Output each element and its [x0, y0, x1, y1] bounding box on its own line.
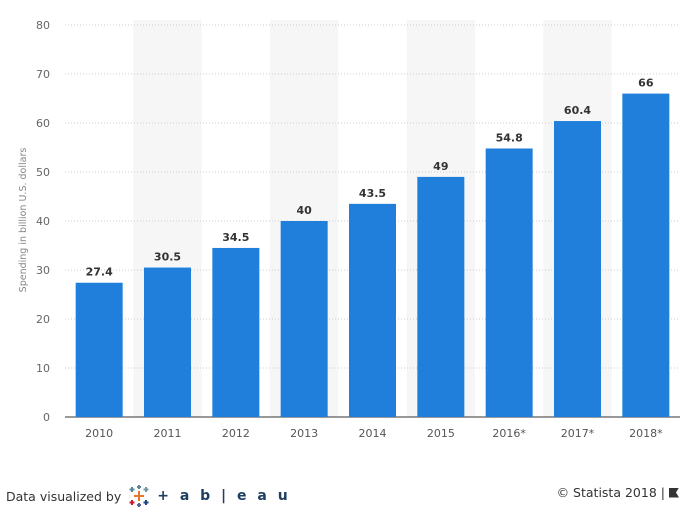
y-tick-label: 20 — [36, 313, 50, 326]
x-tick-label: 2017* — [561, 427, 595, 440]
data-label: 43.5 — [359, 187, 386, 200]
data-label: 34.5 — [222, 231, 249, 244]
bar-2014[interactable] — [349, 203, 396, 417]
statista-credit[interactable]: © Statista 2018 | — [557, 485, 679, 500]
copyright-text: © Statista 2018 — [556, 485, 657, 500]
bar-2013[interactable] — [280, 221, 328, 417]
y-tick-label: 80 — [36, 19, 50, 32]
data-label: 66 — [638, 77, 654, 90]
data-label: 27.4 — [86, 266, 113, 279]
x-tick-label: 2016* — [492, 427, 526, 440]
bar-2016*[interactable] — [485, 148, 533, 418]
bar-2018*[interactable] — [622, 93, 670, 417]
y-tick-label: 0 — [43, 411, 50, 424]
y-tick-label: 30 — [36, 264, 50, 277]
data-visualized-by-text: Data visualized by — [6, 488, 122, 504]
bar-2012[interactable] — [212, 247, 260, 417]
data-label: 49 — [433, 160, 448, 173]
bar-2017*[interactable] — [554, 121, 601, 417]
x-tick-label: 2011 — [154, 427, 182, 440]
y-tick-label: 60 — [36, 117, 50, 130]
data-label: 60.4 — [564, 104, 591, 117]
tableau-wordmark: + a b | e a u — [157, 488, 291, 504]
bar-2015[interactable] — [417, 176, 465, 417]
flag-icon[interactable] — [669, 487, 679, 498]
data-label: 30.5 — [154, 251, 181, 264]
y-tick-label: 70 — [36, 68, 50, 81]
x-tick-label: 2014 — [359, 427, 387, 440]
tableau-credit[interactable]: Data visualized by + a b | e a u — [6, 485, 291, 507]
x-tick-label: 2015 — [427, 427, 455, 440]
x-tick-label: 2013 — [290, 427, 318, 440]
bar-2011[interactable] — [144, 267, 191, 417]
data-label: 54.8 — [496, 131, 523, 144]
x-tick-label: 2018* — [629, 427, 663, 440]
bar-chart: 0 10 20 30 40 50 60 70 80 27.4 2010 30.5 2011 34.5 201… — [18, 19, 680, 440]
tableau-logo-icon — [129, 485, 149, 507]
y-axis-label: Spending in billion U.S. dollars — [18, 148, 29, 293]
bar-2010[interactable] — [75, 282, 123, 417]
y-tick-label: 40 — [36, 215, 50, 228]
data-label: 40 — [297, 204, 313, 217]
y-tick-label: 50 — [36, 166, 50, 179]
x-tick-label: 2010 — [85, 427, 113, 440]
x-tick-label: 2012 — [222, 427, 250, 440]
y-tick-label: 10 — [36, 362, 50, 375]
